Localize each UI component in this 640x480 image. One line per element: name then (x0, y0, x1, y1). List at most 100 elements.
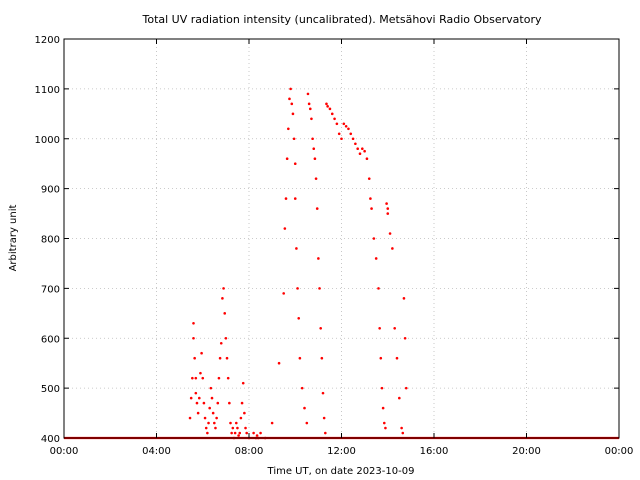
data-point (335, 122, 339, 126)
data-point (287, 127, 290, 131)
data-point (230, 431, 233, 435)
data-point (337, 132, 341, 136)
data-point (324, 431, 327, 435)
data-point (382, 421, 386, 425)
data-point (311, 137, 314, 141)
data-point (298, 356, 302, 360)
y-tick-label: 900 (41, 185, 60, 196)
data-point (288, 97, 291, 101)
data-point (340, 137, 343, 141)
y-tick-label: 500 (41, 384, 60, 395)
y-tick-label: 700 (41, 284, 60, 295)
data-point (283, 227, 287, 230)
data-point (239, 416, 243, 420)
data-point (214, 426, 217, 430)
data-point (381, 406, 385, 410)
data-point (297, 317, 301, 320)
data-point (285, 157, 289, 160)
data-point (367, 177, 371, 180)
data-point (233, 431, 237, 435)
data-point (243, 411, 246, 415)
x-tick-label: 04:00 (142, 446, 171, 457)
data-point (188, 416, 192, 420)
data-point (209, 386, 213, 390)
data-point (221, 297, 224, 300)
data-point (317, 257, 320, 260)
data-point (319, 326, 322, 330)
data-point (314, 177, 318, 180)
data-point (291, 112, 295, 116)
y-axis-label: Arbitrary unit (8, 205, 19, 272)
data-point (199, 371, 202, 375)
data-point (307, 102, 311, 106)
data-point (208, 406, 211, 410)
grid (64, 39, 619, 438)
data-point (218, 356, 222, 360)
data-point (191, 376, 194, 380)
data-point (356, 147, 359, 151)
data-point (240, 401, 244, 405)
data-point (238, 431, 242, 435)
y-tick-label: 800 (41, 235, 60, 246)
data-point (333, 117, 336, 121)
data-point (374, 257, 378, 260)
data-point (203, 416, 207, 420)
data-point (384, 426, 387, 430)
data-point (229, 421, 232, 425)
data-point (231, 426, 235, 430)
data-point (290, 102, 294, 106)
data-point (241, 381, 245, 385)
data-point (244, 426, 247, 430)
y-tick-label: 1200 (35, 35, 60, 46)
data-point (365, 157, 369, 160)
data-point (393, 326, 396, 330)
data-point (215, 416, 218, 420)
data-point (363, 149, 366, 153)
data-point (210, 396, 214, 400)
x-axis-label: Time UT, on date 2023-10-09 (267, 466, 415, 477)
data-point (282, 292, 285, 295)
data-point (207, 421, 210, 425)
data-point (236, 426, 239, 430)
x-tick-label: 00:00 (50, 446, 79, 457)
data-point (252, 431, 255, 435)
data-point (320, 356, 324, 360)
data-point (401, 431, 405, 435)
data-point (395, 356, 399, 360)
data-point (195, 401, 199, 405)
data-point (369, 197, 372, 200)
data-point (403, 336, 407, 340)
data-point (328, 107, 332, 111)
data-point (206, 431, 209, 435)
data-point (354, 142, 357, 146)
data-point (213, 421, 216, 425)
data-point (326, 105, 329, 108)
data-point (245, 431, 248, 435)
data-point (222, 287, 225, 290)
data-point (400, 426, 403, 430)
data-point (296, 287, 299, 290)
data-point (204, 426, 208, 430)
data-point (330, 112, 334, 116)
data-point (201, 376, 205, 380)
data-point (295, 247, 298, 250)
data-point (192, 321, 195, 325)
data-point (219, 341, 223, 345)
y-tick-label: 600 (41, 334, 60, 345)
data-point (402, 297, 406, 300)
data-point (217, 376, 221, 380)
data-point (306, 92, 310, 96)
x-tick-label: 12:00 (327, 446, 356, 457)
data-point (216, 401, 220, 405)
data-point (197, 396, 201, 400)
data-point (194, 391, 198, 395)
data-point (228, 401, 231, 405)
data-point (303, 406, 306, 410)
data-point (234, 421, 238, 425)
data-point (398, 396, 401, 400)
data-point (315, 207, 319, 210)
y-tick-label: 1100 (35, 85, 60, 96)
data-point (237, 434, 240, 437)
data-point (325, 102, 328, 106)
